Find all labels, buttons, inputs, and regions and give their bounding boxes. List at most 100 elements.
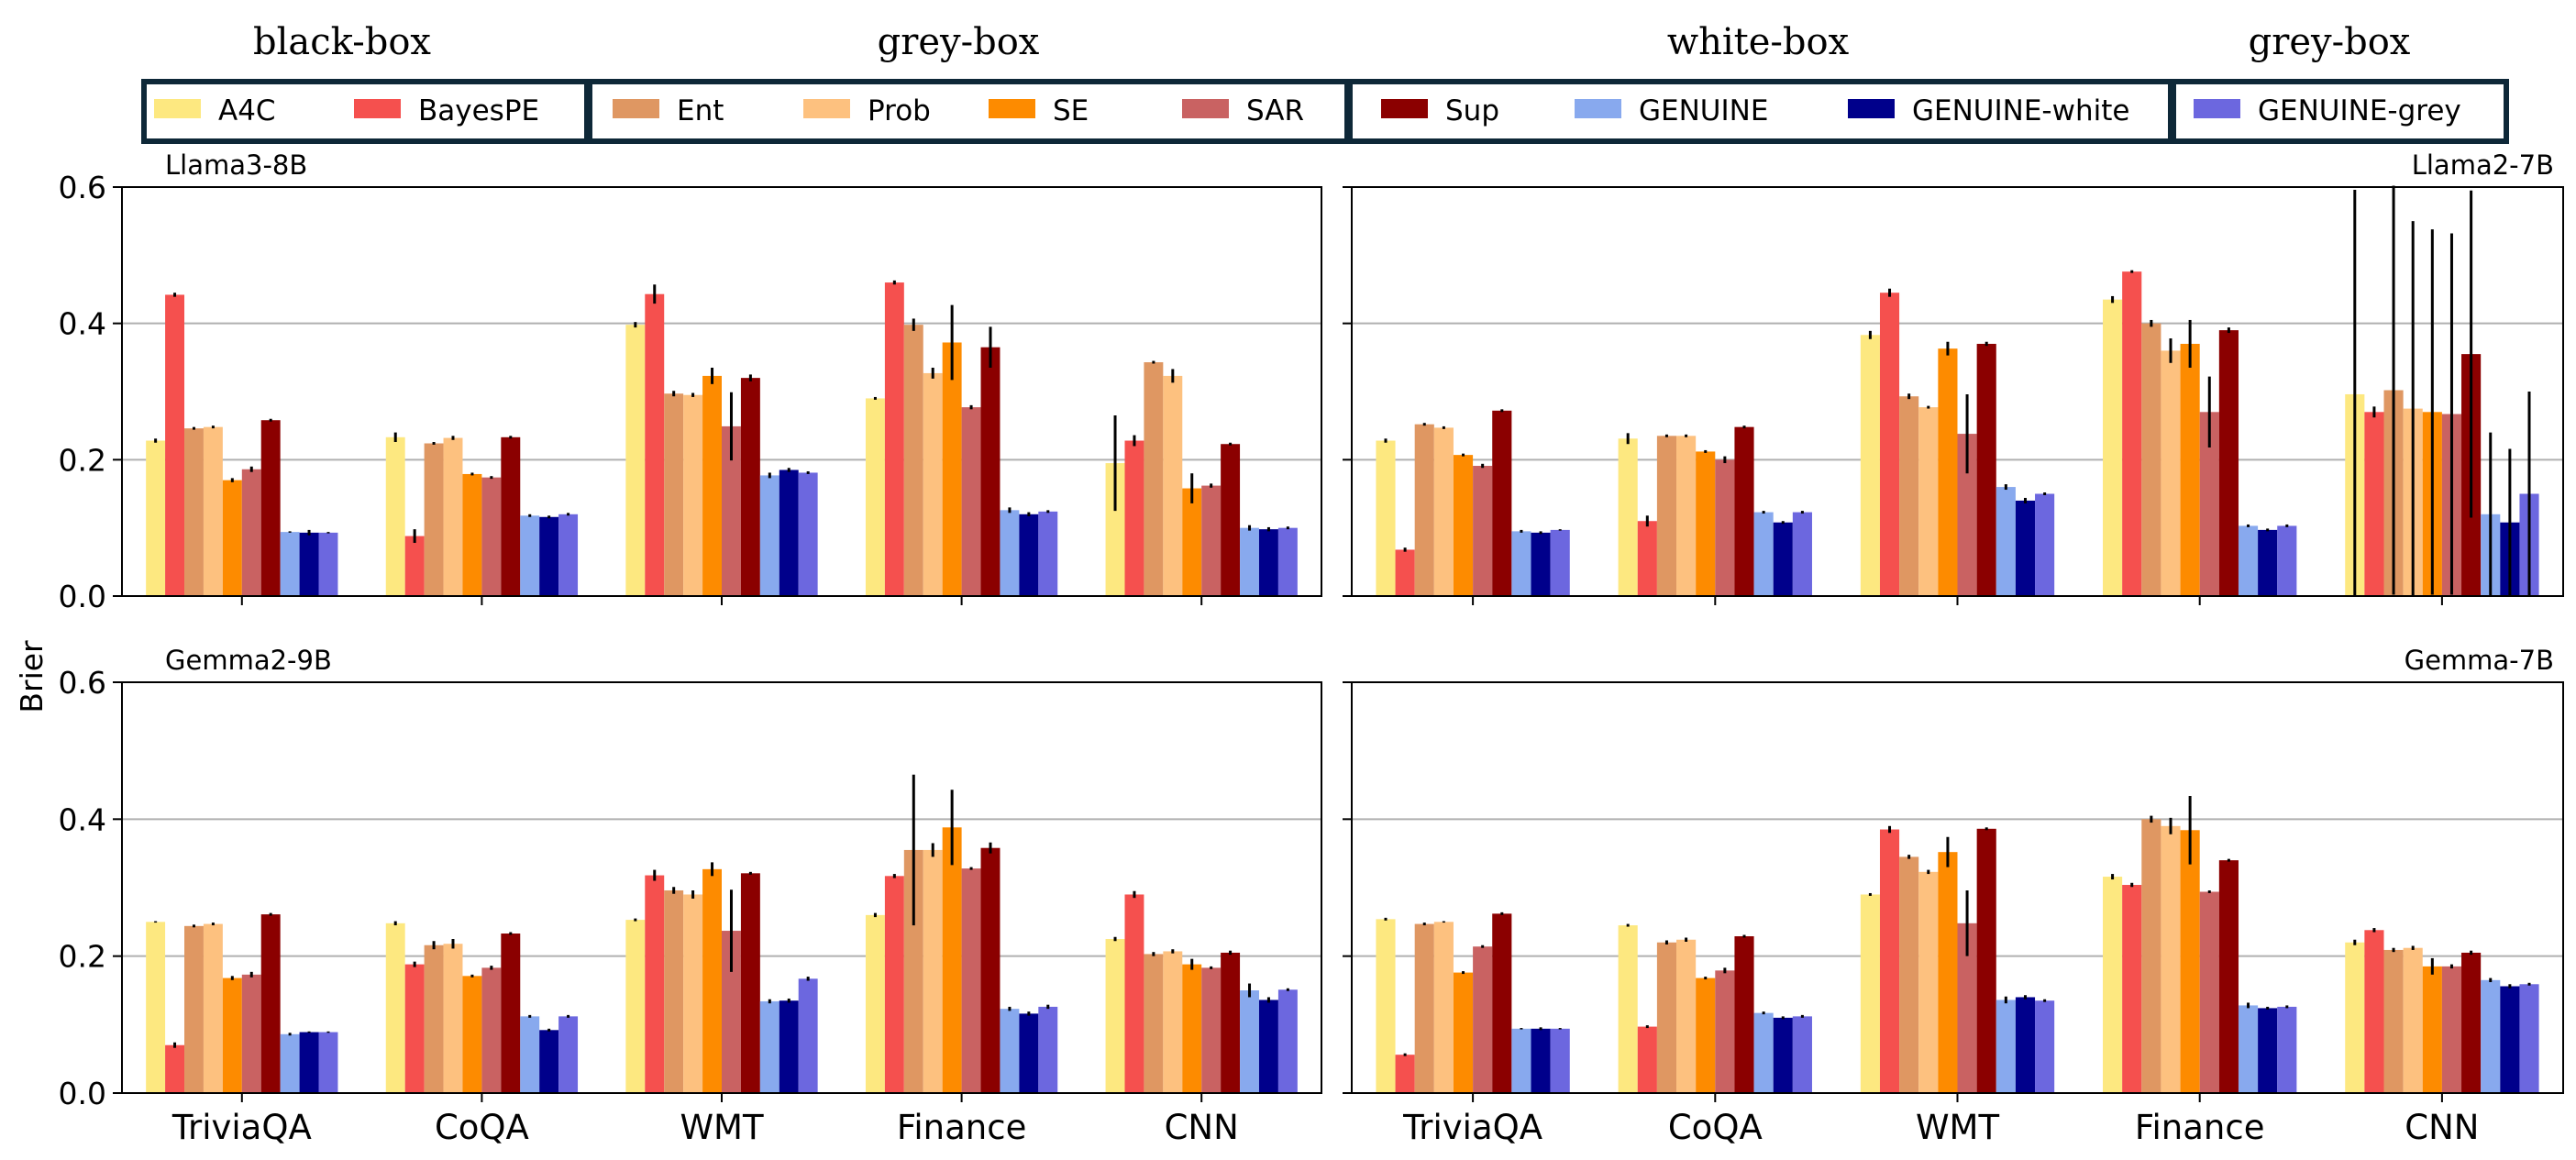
bar-llama2-7b-coqa-genuine [1753, 512, 1774, 596]
bar-llama2-7b-triviaqa-genuine-grey [1550, 529, 1570, 596]
bar-gemma-7b-finance-ent [2141, 819, 2161, 1093]
legend-swatch-genuine-white [1848, 99, 1895, 118]
bar-llama3-8b-wmt-genuine-white [779, 470, 799, 596]
bar-gemma2-9b-triviaqa-bayespe [165, 1044, 185, 1093]
bar-gemma-7b-coqa-sup [1734, 936, 1754, 1093]
y-tick-label: 0.4 [59, 306, 106, 342]
x-tick-label-cnn: CNN [1165, 1108, 1239, 1147]
bar-gemma2-9b-wmt-a4c [625, 920, 646, 1093]
group-header-black-box: black-box [253, 21, 431, 63]
bar-llama3-8b-finance-se [942, 342, 962, 596]
bar-llama3-8b-cnn-sup [1221, 444, 1241, 596]
bar-gemma-7b-cnn-a4c [2345, 942, 2365, 1093]
legend-swatch-genuine-grey [2194, 99, 2240, 118]
bar-llama3-8b-triviaqa-ent [184, 428, 204, 596]
bar-gemma-7b-coqa-genuine [1753, 1012, 1774, 1093]
bar-gemma-7b-triviaqa-bayespe [1395, 1055, 1415, 1093]
bar-llama3-8b-cnn-genuine-white [1258, 529, 1278, 596]
bar-llama2-7b-finance-genuine [2238, 525, 2259, 596]
bar-gemma2-9b-finance-sar [961, 868, 981, 1093]
bar-llama3-8b-coqa-sup [501, 436, 521, 596]
legend-label-se: SE [1053, 94, 1089, 127]
bar-gemma2-9b-finance-genuine-white [1019, 1013, 1039, 1093]
group-header-grey-box: grey-box [878, 21, 1040, 63]
bar-llama2-7b-triviaqa-prob [1433, 427, 1454, 596]
bar-llama3-8b-finance-ent [903, 325, 923, 596]
bar-gemma2-9b-finance-genuine-grey [1038, 1006, 1058, 1093]
bar-llama3-8b-wmt-genuine-grey [798, 472, 818, 596]
bar-llama3-8b-cnn-a4c [1105, 463, 1125, 596]
bar-gemma2-9b-cnn-sup [1221, 952, 1241, 1093]
group-header-grey-box-2: grey-box [2249, 21, 2411, 63]
bar-gemma-7b-wmt-ent [1899, 856, 1919, 1093]
bar-gemma-7b-triviaqa-ent [1414, 923, 1434, 1093]
bar-gemma2-9b-triviaqa-genuine-grey [318, 1032, 338, 1093]
bar-llama2-7b-coqa-bayespe [1637, 521, 1657, 596]
bar-llama3-8b-triviaqa-genuine-grey [318, 532, 338, 596]
bar-llama3-8b-triviaqa-prob [203, 426, 223, 596]
legend-label-genuine-grey: GENUINE-grey [2258, 94, 2461, 127]
axes-frame [1351, 186, 2564, 597]
bar-llama2-7b-triviaqa-se [1453, 455, 1474, 596]
legend-label-sar: SAR [1246, 94, 1304, 127]
bar-llama3-8b-coqa-genuine-white [539, 516, 559, 596]
bar-gemma-7b-finance-genuine-white [2258, 1008, 2278, 1093]
panel-title-llama3-8b: Llama3-8B [165, 149, 307, 181]
panel-title-gemma-7b: Gemma-7B [2405, 645, 2554, 676]
bar-gemma-7b-wmt-genuine [1996, 1000, 2016, 1093]
bar-gemma-7b-cnn-sup [2461, 952, 2482, 1093]
bar-gemma2-9b-cnn-se [1182, 964, 1202, 1093]
bar-llama3-8b-finance-genuine-grey [1038, 511, 1058, 596]
bar-llama2-7b-finance-prob [2161, 350, 2181, 596]
bar-gemma-7b-coqa-se [1696, 978, 1716, 1093]
bar-gemma-7b-finance-genuine-grey [2277, 1006, 2297, 1093]
bar-llama3-8b-cnn-bayespe [1124, 440, 1144, 596]
bar-gemma-7b-triviaqa-genuine-white [1531, 1028, 1551, 1093]
bar-gemma2-9b-finance-ent [903, 849, 923, 1093]
bar-gemma-7b-finance-bayespe [2122, 885, 2142, 1093]
bar-llama3-8b-cnn-prob [1163, 375, 1183, 596]
bar-llama2-7b-finance-a4c [2103, 299, 2123, 596]
legend-label-bayespe: BayesPE [418, 94, 539, 127]
bar-gemma2-9b-triviaqa-ent [184, 925, 204, 1093]
bar-gemma2-9b-coqa-prob [443, 944, 463, 1093]
bar-gemma2-9b-cnn-bayespe [1124, 894, 1144, 1093]
bar-gemma2-9b-triviaqa-genuine [280, 1033, 300, 1093]
legend-swatch-ent [613, 99, 659, 118]
bar-gemma-7b-finance-prob [2161, 825, 2181, 1093]
bar-llama2-7b-wmt-bayespe [1879, 293, 1900, 596]
bar-llama2-7b-triviaqa-genuine-white [1531, 532, 1551, 596]
bar-gemma2-9b-finance-sup [980, 847, 1001, 1093]
bar-gemma2-9b-finance-prob [923, 849, 943, 1093]
x-tick-label-wmt: WMT [680, 1108, 764, 1147]
bar-llama2-7b-cnn-bayespe [2364, 412, 2384, 596]
bar-gemma2-9b-cnn-genuine-white [1258, 1000, 1278, 1093]
bar-gemma2-9b-cnn-ent [1144, 954, 1164, 1093]
bar-llama2-7b-triviaqa-sar [1473, 466, 1493, 596]
bar-llama3-8b-coqa-sar [481, 477, 502, 596]
bar-llama2-7b-finance-sar [2199, 412, 2219, 596]
bar-llama3-8b-finance-sup [980, 347, 1001, 596]
bar-gemma2-9b-coqa-genuine [520, 1016, 540, 1093]
panel-title-gemma2-9b: Gemma2-9B [165, 645, 332, 676]
bar-llama2-7b-finance-genuine-grey [2277, 525, 2297, 596]
bar-llama3-8b-cnn-genuine [1240, 527, 1259, 596]
panel-llama3-8b: 0.0 0.2 0.4 0.6 Llama3-8B [59, 149, 1322, 614]
bar-gemma-7b-triviaqa-se [1453, 972, 1474, 1093]
bar-llama3-8b-finance-prob [923, 372, 943, 596]
legend-swatch-genuine [1575, 99, 1621, 118]
bar-llama2-7b-coqa-sar [1715, 459, 1735, 596]
bar-llama2-7b-finance-ent [2141, 323, 2161, 596]
bar-llama2-7b-wmt-a4c [1860, 335, 1880, 596]
bar-llama2-7b-coqa-sup [1734, 426, 1754, 596]
bar-gemma-7b-wmt-genuine-grey [2035, 1000, 2055, 1093]
bar-gemma-7b-coqa-ent [1656, 942, 1677, 1093]
axes-frame [121, 186, 1322, 597]
y-tick-label: 0.4 [59, 801, 106, 837]
bar-llama3-8b-triviaqa-genuine [280, 532, 300, 596]
bar-llama3-8b-wmt-ent [664, 393, 684, 596]
bar-llama3-8b-triviaqa-sup [260, 420, 281, 596]
bar-gemma2-9b-finance-a4c [865, 914, 885, 1093]
bar-llama2-7b-wmt-genuine-white [2015, 500, 2036, 596]
